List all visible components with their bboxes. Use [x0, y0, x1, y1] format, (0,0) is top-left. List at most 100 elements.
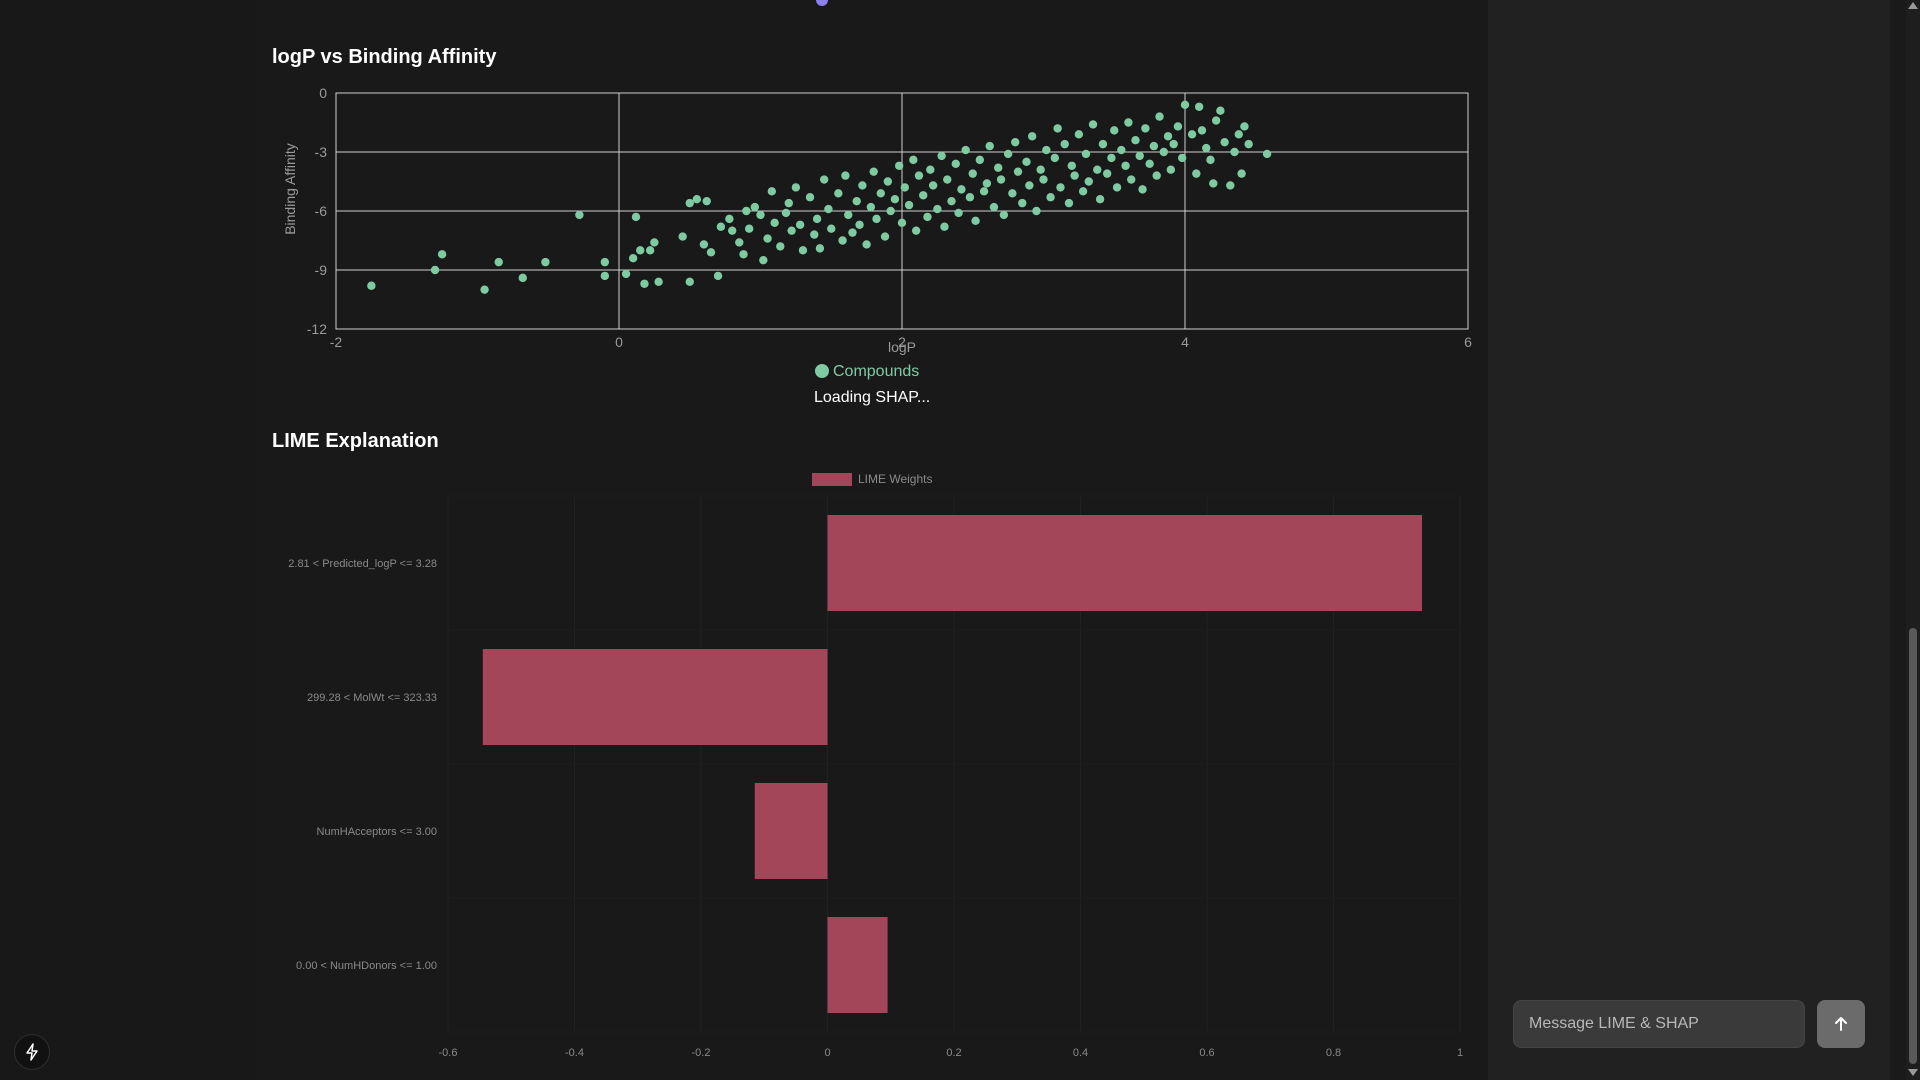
data-point [735, 238, 744, 247]
data-point [1011, 137, 1020, 147]
data-point [750, 202, 760, 212]
data-point [815, 244, 825, 253]
data-point [812, 214, 822, 224]
scrollbar-thumb[interactable] [1909, 628, 1917, 1064]
data-point [1159, 147, 1168, 157]
data-point [1039, 175, 1048, 184]
data-point [1121, 161, 1130, 170]
arrow-up-icon [1835, 1017, 1847, 1031]
data-point [883, 177, 893, 186]
data-point [725, 214, 734, 224]
data-point [1124, 118, 1133, 127]
data-point [824, 204, 833, 214]
data-point [1230, 147, 1239, 157]
data-point [1081, 149, 1091, 159]
data-point [1135, 151, 1144, 161]
category-label: 299.28 < MolWt <= 323.33 [307, 692, 437, 704]
legend-swatch [812, 473, 852, 486]
data-point [1098, 139, 1108, 149]
data-point [994, 163, 1003, 172]
data-point [1074, 130, 1084, 139]
data-point [1053, 124, 1062, 133]
data-point [940, 222, 949, 231]
data-point [880, 232, 890, 241]
data-point [1064, 198, 1074, 208]
data-point [640, 279, 649, 288]
data-point [805, 193, 815, 202]
data-point [1102, 169, 1112, 178]
data-point [1149, 141, 1159, 151]
data-point [961, 145, 970, 155]
app-menu-button[interactable] [14, 1034, 50, 1070]
data-point [957, 185, 966, 194]
data-point [480, 285, 489, 294]
data-point [919, 191, 928, 200]
data-point [1110, 126, 1119, 135]
data-point [1036, 165, 1045, 174]
x-tick-label: 6 [1464, 334, 1472, 350]
data-point [776, 242, 785, 251]
scroll-up-arrow[interactable] [1908, 2, 1918, 9]
data-point [1180, 100, 1190, 109]
x-tick-label: -0.4 [565, 1047, 584, 1059]
x-tick-label: -2 [330, 334, 343, 350]
data-point [951, 159, 960, 168]
data-point [841, 171, 850, 180]
data-point [1262, 149, 1272, 159]
send-button[interactable] [1817, 1000, 1865, 1048]
data-point [1025, 181, 1034, 190]
lime-bar [827, 515, 1423, 611]
lime-bar-chart: -0.6 -0.4 -0.2 0 0.2 0.4 0.6 0.8 1 2.81 < Predict… [288, 472, 1463, 1059]
data-point [1202, 143, 1211, 153]
data-point [909, 155, 918, 165]
data-point [742, 206, 751, 216]
scatter-chart: -2 0 2 4 6 0 -3 -6 -9 -12 logP Binding Affinity Comp… [282, 85, 1472, 380]
data-point [716, 222, 726, 231]
legend-label: Compounds [833, 363, 919, 380]
data-point [791, 183, 801, 192]
data-point [1155, 112, 1164, 121]
message-input[interactable] [1513, 1000, 1805, 1048]
data-point [954, 208, 963, 218]
data-point [798, 246, 808, 255]
x-tick-label: -0.2 [692, 1047, 711, 1059]
data-point [1173, 122, 1183, 131]
data-point [756, 210, 765, 220]
data-point [1032, 206, 1041, 216]
data-point [810, 230, 819, 239]
scroll-down-arrow[interactable] [1908, 1069, 1918, 1076]
chat-side-panel [1488, 0, 1890, 1080]
data-point [628, 254, 638, 263]
data-point [692, 195, 702, 204]
data-point [1093, 165, 1102, 174]
data-point [1141, 124, 1150, 133]
data-point [1194, 102, 1204, 111]
x-tick-label: 0.2 [946, 1047, 961, 1059]
data-point [1078, 187, 1088, 196]
data-point [1197, 126, 1207, 135]
y-tick-label: -3 [315, 144, 328, 160]
data-point [890, 195, 900, 204]
data-point [827, 224, 836, 233]
y-tick-label: -9 [315, 262, 328, 278]
data-point [971, 216, 980, 226]
data-point [575, 210, 584, 220]
previous-chart-legend-dot [816, 0, 828, 6]
data-point [979, 187, 989, 196]
data-point [600, 271, 610, 281]
data-point [728, 226, 737, 235]
data-point [1240, 122, 1249, 131]
data-point [996, 175, 1006, 184]
data-point [1237, 169, 1246, 178]
data-point [770, 218, 779, 227]
x-tick-label: 0.8 [1326, 1047, 1341, 1059]
x-tick-label: -0.6 [439, 1047, 458, 1059]
data-point [876, 189, 885, 198]
data-point [928, 181, 938, 190]
data-point [1152, 171, 1161, 180]
data-point [1169, 139, 1178, 149]
x-axis-label: logP [888, 339, 916, 355]
plot-border [335, 92, 1469, 330]
x-tick-label: 0.6 [1199, 1047, 1214, 1059]
data-point [1046, 193, 1055, 202]
